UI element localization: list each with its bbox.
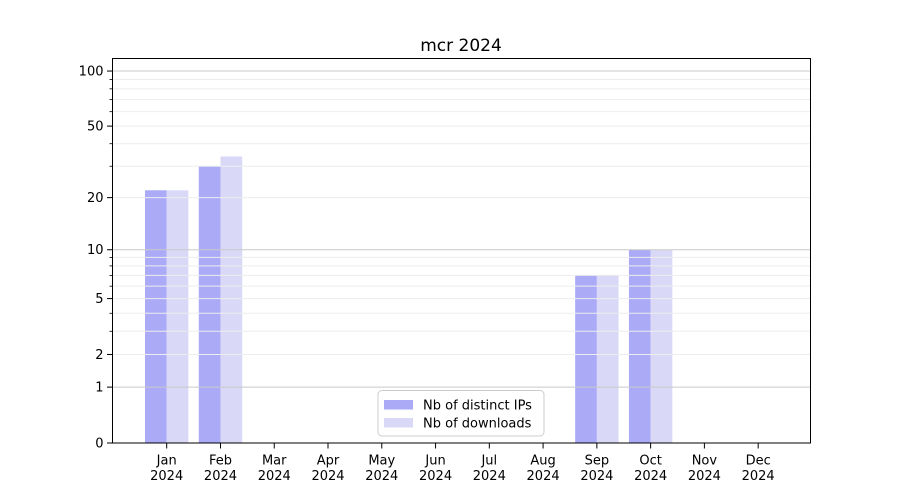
x-tick-label-month-aug: Aug — [530, 454, 555, 469]
y-tick-label-100: 100 — [79, 65, 104, 80]
labels-layer: 0125102050100Jan2024Feb2024Mar2024Apr202… — [79, 65, 775, 484]
bar-feb-downloads — [220, 156, 243, 443]
x-tick-label-month-feb: Feb — [209, 454, 232, 469]
y-tick-label-5: 5 — [95, 292, 103, 307]
x-tick-label-month-oct: Oct — [639, 454, 661, 469]
y-tick-label-10: 10 — [87, 243, 104, 258]
bar-feb-distinct-ips — [198, 166, 221, 444]
x-tick-label-year-aug: 2024 — [527, 469, 560, 484]
x-tick-label-year-nov: 2024 — [688, 469, 721, 484]
chart-title: mcr 2024 — [420, 36, 502, 56]
x-tick-label-month-apr: Apr — [317, 454, 340, 469]
legend-swatch-distinct-ips — [384, 400, 413, 410]
x-tick-label-month-may: May — [368, 454, 395, 469]
y-tick-label-2: 2 — [95, 348, 103, 363]
axes-layer — [107, 58, 811, 449]
x-tick-label-year-jul: 2024 — [473, 469, 506, 484]
legend-swatch-downloads — [384, 418, 413, 428]
x-tick-label-year-mar: 2024 — [258, 469, 291, 484]
bar-sep-downloads — [596, 275, 619, 443]
x-tick-label-year-sep: 2024 — [580, 469, 613, 484]
x-tick-label-year-apr: 2024 — [311, 469, 344, 484]
y-tick-label-20: 20 — [87, 191, 104, 206]
legend: Nb of distinct IPs Nb of downloads — [377, 390, 545, 437]
y-tick-label-0: 0 — [95, 437, 103, 452]
legend-box — [377, 390, 545, 437]
legend-label-downloads: Nb of downloads — [423, 417, 532, 432]
bar-jan-distinct-ips — [145, 190, 167, 443]
x-tick-label-month-dec: Dec — [746, 454, 771, 469]
x-tick-label-month-mar: Mar — [262, 454, 287, 469]
plot-border — [112, 58, 811, 444]
x-tick-label-month-jun: Jun — [424, 454, 445, 469]
x-tick-label-year-feb: 2024 — [204, 469, 237, 484]
x-tick-label-month-jan: Jan — [156, 454, 177, 469]
x-tick-label-year-oct: 2024 — [634, 469, 667, 484]
x-tick-label-year-jan: 2024 — [150, 469, 183, 484]
y-tick-label-1: 1 — [95, 381, 103, 396]
y-tick-label-50: 50 — [87, 120, 104, 135]
x-tick-label-year-dec: 2024 — [742, 469, 775, 484]
x-tick-label-month-sep: Sep — [585, 454, 610, 469]
x-tick-label-month-jul: Jul — [480, 454, 497, 469]
x-tick-label-year-may: 2024 — [365, 469, 398, 484]
x-tick-label-year-jun: 2024 — [419, 469, 452, 484]
bar-sep-distinct-ips — [575, 275, 597, 443]
x-tick-label-month-nov: Nov — [692, 454, 718, 469]
bar-oct-downloads — [650, 249, 673, 443]
bar-jan-downloads — [166, 190, 189, 443]
bars-layer — [145, 156, 673, 444]
grid-layer — [112, 70, 811, 388]
legend-label-distinct-ips: Nb of distinct IPs — [423, 399, 532, 414]
bar-oct-distinct-ips — [628, 249, 651, 443]
